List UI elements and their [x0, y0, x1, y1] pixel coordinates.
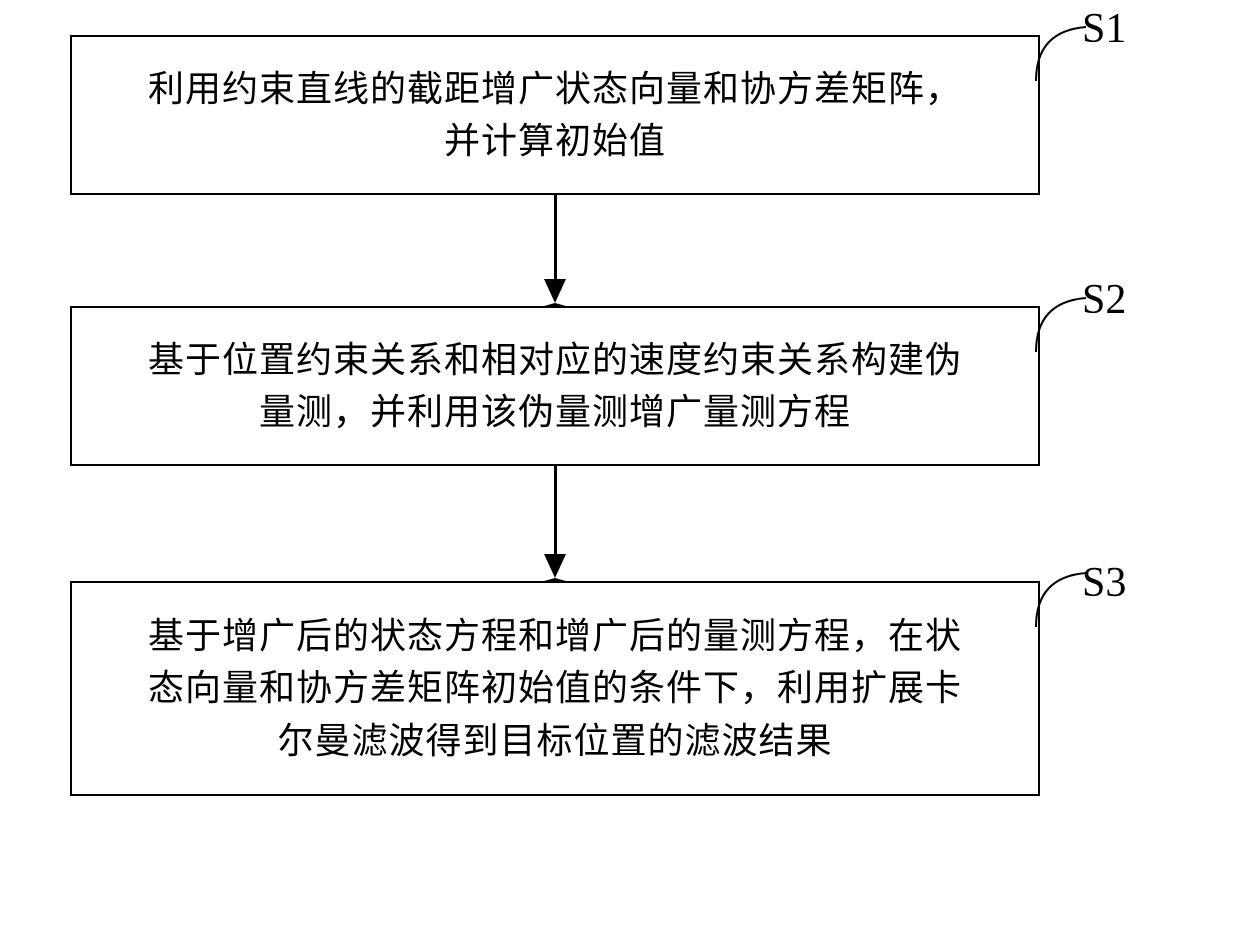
- step-label-connector-s2: [1034, 300, 1094, 360]
- step-wrapper-s2: 基于位置约束关系和相对应的速度约束关系构建伪量测，并利用该伪量测增广量测方程S2: [70, 306, 1040, 466]
- flowchart-node-text-s2: 基于位置约束关系和相对应的速度约束关系构建伪量测，并利用该伪量测增广量测方程: [148, 334, 962, 438]
- flowchart-arrow-after-s2: [544, 466, 566, 581]
- step-label-connector-s3: [1034, 575, 1094, 635]
- step-wrapper-s3: 基于增广后的状态方程和增广后的量测方程，在状态向量和协方差矩阵初始值的条件下，利…: [70, 581, 1040, 796]
- arrow-line: [554, 466, 557, 554]
- flowchart-node-s1: 利用约束直线的截距增广状态向量和协方差矩阵，并计算初始值: [70, 35, 1040, 195]
- flowchart-node-text-s1: 利用约束直线的截距增广状态向量和协方差矩阵，并计算初始值: [148, 63, 962, 167]
- arrow-head-icon: [544, 279, 566, 306]
- step-label-connector-s1: [1034, 29, 1094, 89]
- flowchart-arrow-after-s1: [544, 195, 566, 306]
- flowchart-node-text-s3: 基于增广后的状态方程和增广后的量测方程，在状态向量和协方差矩阵初始值的条件下，利…: [148, 610, 962, 767]
- flowchart-node-s2: 基于位置约束关系和相对应的速度约束关系构建伪量测，并利用该伪量测增广量测方程: [70, 306, 1040, 466]
- step-wrapper-s1: 利用约束直线的截距增广状态向量和协方差矩阵，并计算初始值S1: [70, 35, 1040, 195]
- flowchart-container: 利用约束直线的截距增广状态向量和协方差矩阵，并计算初始值S1 基于位置约束关系和相…: [70, 35, 1040, 796]
- arrow-head-icon: [544, 554, 566, 581]
- arrow-line: [554, 195, 557, 279]
- flowchart-node-s3: 基于增广后的状态方程和增广后的量测方程，在状态向量和协方差矩阵初始值的条件下，利…: [70, 581, 1040, 796]
